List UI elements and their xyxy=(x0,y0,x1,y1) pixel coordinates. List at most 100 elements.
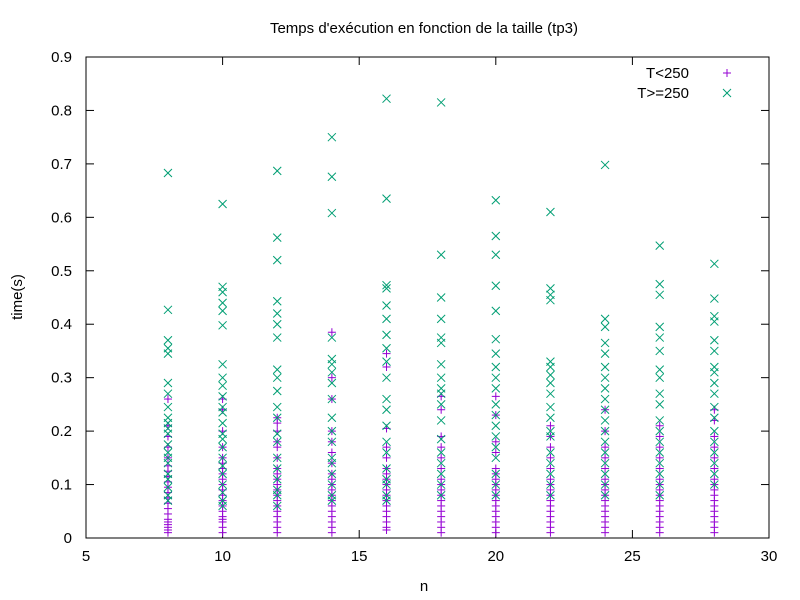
data-point xyxy=(546,443,555,452)
data-point xyxy=(272,429,282,439)
data-point xyxy=(327,373,336,382)
data-point xyxy=(491,410,501,420)
data-point xyxy=(655,279,665,289)
data-point xyxy=(710,437,719,447)
data-point xyxy=(218,488,227,497)
data-point xyxy=(655,426,665,436)
data-point xyxy=(710,317,719,326)
data-point xyxy=(436,490,446,500)
x-tick-label: 20 xyxy=(487,548,504,565)
data-point xyxy=(382,437,391,447)
data-point xyxy=(382,448,391,457)
data-point xyxy=(655,469,665,479)
data-point xyxy=(655,241,665,251)
data-point xyxy=(491,437,500,446)
data-point xyxy=(218,359,227,369)
data-point xyxy=(437,443,446,452)
data-point xyxy=(491,250,501,260)
y-axis: 0 0.1 0.2 0.3 0.4 0.5 0.6 0.7 0.8 0.9 xyxy=(51,49,769,547)
y-tick-label: 0.4 xyxy=(51,316,72,333)
data-point xyxy=(436,98,446,107)
data-point xyxy=(546,453,555,462)
data-point xyxy=(327,480,337,489)
data-point xyxy=(600,349,610,358)
data-point xyxy=(218,453,227,463)
data-point xyxy=(546,448,555,457)
data-point xyxy=(655,421,664,430)
data-point xyxy=(163,335,173,345)
data-point xyxy=(218,408,227,417)
legend-marker xyxy=(722,88,732,98)
y-tick-label: 0 xyxy=(64,530,72,547)
data-point xyxy=(546,475,555,484)
data-point xyxy=(382,301,391,310)
data-point xyxy=(163,402,173,412)
data-point xyxy=(163,458,173,468)
data-point xyxy=(272,166,282,176)
data-point xyxy=(655,322,665,332)
data-point xyxy=(218,373,227,383)
data-point xyxy=(437,405,446,414)
data-point xyxy=(710,413,719,423)
data-point xyxy=(655,333,665,342)
data-point xyxy=(218,306,227,316)
data-point xyxy=(491,195,501,205)
data-point xyxy=(327,394,337,404)
data-point xyxy=(491,349,501,358)
data-point xyxy=(710,426,719,436)
data-point xyxy=(436,314,446,324)
x-tick-label: 15 xyxy=(351,548,368,565)
data-point xyxy=(163,429,173,439)
data-point xyxy=(546,490,555,500)
data-point xyxy=(546,378,555,388)
data-point xyxy=(382,453,391,462)
data-point xyxy=(655,443,664,452)
data-point xyxy=(327,437,337,447)
data-point xyxy=(436,416,446,425)
data-point xyxy=(272,373,282,383)
x-tick-label: 25 xyxy=(624,548,641,565)
data-point xyxy=(710,453,719,462)
data-point xyxy=(163,395,172,404)
data-point xyxy=(655,490,665,500)
data-point xyxy=(655,458,665,468)
data-point xyxy=(655,290,665,300)
data-point xyxy=(600,416,610,425)
data-point xyxy=(491,469,501,479)
data-point xyxy=(710,294,719,303)
data-point xyxy=(600,160,610,170)
data-point xyxy=(218,298,227,308)
data-point xyxy=(600,384,610,393)
data-point xyxy=(327,208,337,218)
data-point xyxy=(218,501,227,511)
data-point xyxy=(437,464,446,473)
data-point xyxy=(436,480,446,489)
data-point xyxy=(382,280,391,290)
data-point xyxy=(382,394,391,404)
data-point xyxy=(436,373,446,383)
data-point xyxy=(272,490,282,500)
data-point xyxy=(436,250,446,260)
data-point xyxy=(655,346,665,356)
data-point xyxy=(272,255,282,265)
series-gte250 xyxy=(163,94,719,511)
data-point xyxy=(382,349,391,358)
data-point xyxy=(218,461,227,471)
y-tick-label: 0.2 xyxy=(51,423,72,440)
data-point xyxy=(163,389,173,399)
data-point xyxy=(546,458,555,468)
plot-frame xyxy=(85,56,770,539)
data-point xyxy=(327,496,337,505)
data-point xyxy=(272,464,282,473)
x-tick-label: 30 xyxy=(761,548,778,565)
data-point xyxy=(601,453,610,462)
data-point xyxy=(491,306,501,316)
data-point xyxy=(546,469,555,479)
data-point xyxy=(218,392,227,401)
data-point xyxy=(546,295,555,305)
data-point xyxy=(327,172,337,182)
data-point xyxy=(601,443,610,452)
data-point xyxy=(655,389,665,399)
data-point xyxy=(710,367,719,377)
data-point xyxy=(382,314,391,324)
